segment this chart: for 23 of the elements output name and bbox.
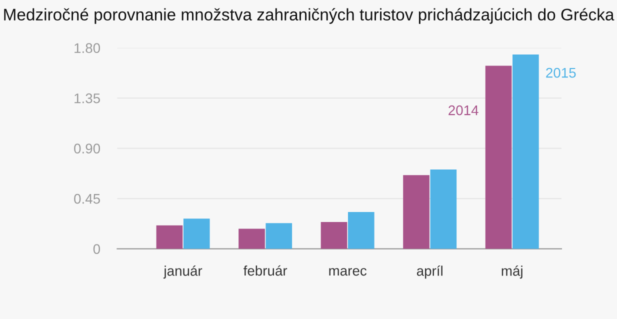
bar	[430, 170, 457, 249]
y-tick-label: 1.35	[74, 93, 100, 104]
bar	[485, 66, 512, 249]
bar	[238, 228, 265, 249]
bar	[348, 212, 374, 249]
bar	[512, 54, 539, 249]
y-tick-label: 1.80	[74, 43, 100, 54]
x-tick-label: marec	[329, 268, 367, 276]
chart-title: Medziročné porovnanie množstva zahraničných turistov prichádzajúcich do Grécka	[4, 8, 614, 24]
bar	[403, 175, 430, 249]
bar	[266, 223, 292, 249]
x-tick-label: január	[163, 265, 202, 279]
bar	[320, 222, 348, 249]
y-tick-label: 0	[93, 244, 100, 254]
series-label: 2014	[448, 105, 478, 116]
bar	[156, 225, 183, 249]
x-tick-label: máj	[502, 265, 522, 279]
x-tick-label: február	[244, 265, 288, 276]
x-tick-label: apríl	[416, 265, 442, 279]
series-label: 2015	[546, 68, 576, 78]
y-tick-label: 0.45	[74, 194, 100, 204]
bar	[183, 218, 210, 249]
y-tick-label: 0.90	[74, 144, 100, 154]
